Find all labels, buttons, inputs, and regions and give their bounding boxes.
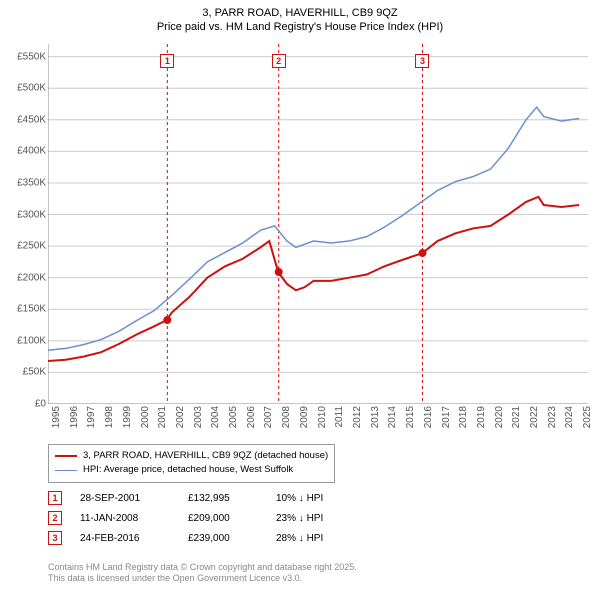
event-price: £239,000 bbox=[188, 533, 258, 544]
x-tick-label: 2006 bbox=[246, 406, 257, 428]
x-tick-label: 2009 bbox=[299, 406, 310, 428]
event-date: 28-SEP-2001 bbox=[80, 493, 170, 504]
x-tick-label: 2001 bbox=[157, 406, 168, 428]
chart-svg bbox=[48, 44, 588, 404]
credits: Contains HM Land Registry data © Crown c… bbox=[48, 562, 357, 585]
y-tick-label: £450K bbox=[17, 114, 46, 125]
x-tick-label: 2025 bbox=[582, 406, 593, 428]
x-tick-label: 1996 bbox=[69, 406, 80, 428]
event-date: 11-JAN-2008 bbox=[80, 513, 170, 524]
event-table-marker: 1 bbox=[48, 491, 62, 505]
x-tick-label: 2018 bbox=[458, 406, 469, 428]
event-marker-box: 2 bbox=[272, 54, 286, 68]
legend-swatch-price-paid bbox=[55, 455, 77, 457]
event-price: £209,000 bbox=[188, 513, 258, 524]
x-tick-label: 2024 bbox=[564, 406, 575, 428]
y-tick-label: £150K bbox=[17, 304, 46, 315]
event-diff: 10% ↓ HPI bbox=[276, 493, 366, 504]
x-tick-label: 2017 bbox=[441, 406, 452, 428]
y-tick-label: £500K bbox=[17, 83, 46, 94]
y-tick-label: £0 bbox=[35, 399, 46, 410]
y-tick-label: £100K bbox=[17, 335, 46, 346]
event-table-row: 3 24-FEB-2016 £239,000 28% ↓ HPI bbox=[48, 528, 366, 548]
event-marker-box: 3 bbox=[415, 54, 429, 68]
event-table-marker: 2 bbox=[48, 511, 62, 525]
x-tick-label: 2021 bbox=[511, 406, 522, 428]
x-tick-label: 2019 bbox=[476, 406, 487, 428]
x-tick-label: 1997 bbox=[86, 406, 97, 428]
y-tick-label: £400K bbox=[17, 146, 46, 157]
x-tick-label: 2014 bbox=[387, 406, 398, 428]
x-tick-label: 2023 bbox=[547, 406, 558, 428]
x-tick-label: 2012 bbox=[352, 406, 363, 428]
x-tick-label: 2015 bbox=[405, 406, 416, 428]
event-table-row: 1 28-SEP-2001 £132,995 10% ↓ HPI bbox=[48, 488, 366, 508]
x-tick-label: 2000 bbox=[140, 406, 151, 428]
legend-row-hpi: HPI: Average price, detached house, West… bbox=[55, 463, 328, 477]
y-tick-label: £350K bbox=[17, 177, 46, 188]
x-tick-label: 2005 bbox=[228, 406, 239, 428]
y-tick-label: £550K bbox=[17, 51, 46, 62]
x-tick-label: 2003 bbox=[193, 406, 204, 428]
x-tick-label: 2004 bbox=[210, 406, 221, 428]
y-tick-label: £250K bbox=[17, 241, 46, 252]
x-tick-label: 1995 bbox=[51, 406, 62, 428]
chart-title: 3, PARR ROAD, HAVERHILL, CB9 9QZ Price p… bbox=[0, 0, 600, 35]
y-tick-label: £200K bbox=[17, 272, 46, 283]
legend-label-hpi: HPI: Average price, detached house, West… bbox=[83, 463, 293, 477]
legend-label-price-paid: 3, PARR ROAD, HAVERHILL, CB9 9QZ (detach… bbox=[83, 449, 328, 463]
event-marker-box: 1 bbox=[160, 54, 174, 68]
x-tick-label: 2010 bbox=[317, 406, 328, 428]
legend-swatch-hpi bbox=[55, 470, 77, 471]
x-tick-label: 2007 bbox=[263, 406, 274, 428]
title-subtitle: Price paid vs. HM Land Registry's House … bbox=[0, 20, 600, 34]
credits-line2: This data is licensed under the Open Gov… bbox=[48, 573, 357, 584]
chart-plot-area bbox=[48, 44, 588, 404]
x-tick-label: 2022 bbox=[529, 406, 540, 428]
credits-line1: Contains HM Land Registry data © Crown c… bbox=[48, 562, 357, 573]
legend-row-price-paid: 3, PARR ROAD, HAVERHILL, CB9 9QZ (detach… bbox=[55, 449, 328, 463]
x-tick-label: 2008 bbox=[281, 406, 292, 428]
event-table-marker: 3 bbox=[48, 531, 62, 545]
event-table-row: 2 11-JAN-2008 £209,000 23% ↓ HPI bbox=[48, 508, 366, 528]
x-tick-label: 2013 bbox=[370, 406, 381, 428]
x-tick-label: 1999 bbox=[122, 406, 133, 428]
event-date: 24-FEB-2016 bbox=[80, 533, 170, 544]
event-diff: 28% ↓ HPI bbox=[276, 533, 366, 544]
event-price: £132,995 bbox=[188, 493, 258, 504]
chart-container: 3, PARR ROAD, HAVERHILL, CB9 9QZ Price p… bbox=[0, 0, 600, 590]
x-tick-label: 2002 bbox=[175, 406, 186, 428]
y-tick-label: £50K bbox=[23, 367, 46, 378]
event-diff: 23% ↓ HPI bbox=[276, 513, 366, 524]
x-tick-label: 2016 bbox=[423, 406, 434, 428]
x-tick-label: 1998 bbox=[104, 406, 115, 428]
legend: 3, PARR ROAD, HAVERHILL, CB9 9QZ (detach… bbox=[48, 444, 335, 483]
title-address: 3, PARR ROAD, HAVERHILL, CB9 9QZ bbox=[0, 6, 600, 20]
event-table: 1 28-SEP-2001 £132,995 10% ↓ HPI 2 11-JAN-200… bbox=[48, 488, 366, 548]
y-tick-label: £300K bbox=[17, 209, 46, 220]
x-tick-label: 2020 bbox=[494, 406, 505, 428]
x-tick-label: 2011 bbox=[334, 406, 345, 428]
